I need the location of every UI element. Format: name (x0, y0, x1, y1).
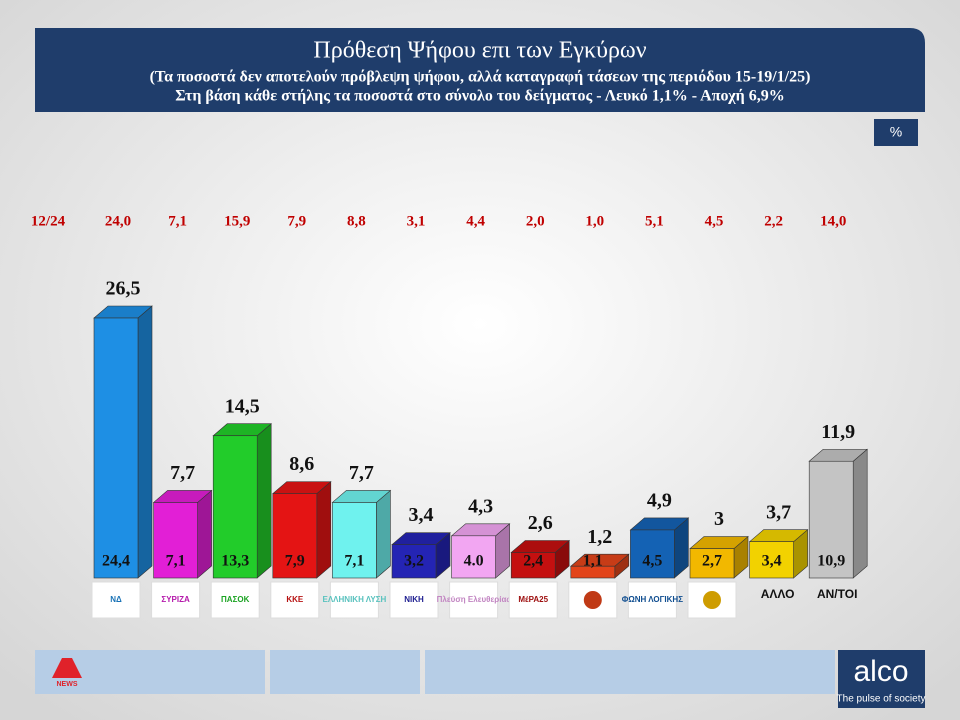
party-logo-mark (703, 591, 721, 609)
brand-box (838, 650, 925, 708)
party-logo (91, 581, 141, 619)
subtitle: (Τα ποσοστά δεν αποτελούν πρόβλεψη ψήφου… (150, 69, 811, 86)
inner-value-label: 2,7 (702, 553, 722, 570)
value-label: 11,9 (821, 421, 855, 443)
inner-value-label: 1,1 (583, 553, 603, 570)
channel-logo (52, 658, 82, 678)
bar (749, 541, 794, 579)
previous-value: 4,4 (466, 213, 485, 229)
bar-side (256, 423, 272, 579)
title: Πρόθεση Ψήφου επι των Εγκύρων (313, 38, 646, 64)
inner-value-label: 2,4 (523, 553, 543, 570)
value-label: 2,6 (528, 512, 553, 534)
previous-value: 2,0 (526, 213, 545, 229)
category-label: ΑΝ/ΤΟΙ (817, 587, 857, 601)
inner-value-label: 3,4 (762, 553, 782, 570)
party-logo (389, 581, 439, 619)
bar (332, 502, 377, 579)
value-label: 8,6 (289, 453, 314, 475)
category-label: ΦΩΝΗ ΛΟΓΙΚΗΣ (622, 595, 683, 604)
previous-value: 7,1 (168, 213, 187, 229)
category-label: ΕΛΛΗΝΙΚΗ ΛΥΣΗ (323, 595, 387, 604)
previous-value: 3,1 (407, 213, 426, 229)
bar (570, 565, 616, 579)
previous-value: 24,0 (105, 213, 131, 229)
footer-panel (425, 650, 835, 694)
value-label: 1,2 (587, 526, 612, 548)
unit-badge-text: % (890, 124, 902, 140)
value-label: 3,4 (409, 504, 434, 526)
party-logo (329, 581, 379, 619)
bar-side (852, 448, 868, 579)
tagline: The pulse of society (837, 694, 926, 705)
category-label: ΠΑΣΟΚ (221, 595, 250, 604)
bar (212, 435, 258, 579)
bar-side (197, 489, 212, 579)
party-logo (449, 581, 499, 619)
bar (451, 535, 496, 579)
subtitle: Στη βάση κάθε στήλης τα ποσοστά στο σύνο… (175, 88, 785, 105)
value-label: 7,7 (349, 462, 374, 484)
inner-value-label: 4.0 (464, 553, 484, 570)
party-logo-mark (583, 591, 602, 609)
inner-value-label: 13,3 (221, 553, 249, 570)
previous-value: 7,9 (287, 213, 306, 229)
inner-value-label: 10,9 (817, 553, 845, 570)
inner-value-label: 3,2 (404, 553, 424, 570)
header-bar (35, 28, 925, 112)
bar-side (137, 305, 153, 579)
bar (689, 548, 735, 579)
bar (272, 493, 318, 579)
inner-value-label: 24,4 (102, 553, 130, 570)
inner-value-label: 7,1 (166, 553, 186, 570)
category-label: ΚΚΕ (286, 595, 304, 604)
bar (808, 460, 854, 579)
party-logo (508, 581, 558, 619)
value-label: 3,7 (766, 501, 791, 523)
bar (391, 544, 437, 579)
value-label: 26,5 (106, 278, 141, 300)
previous-value: 14,0 (820, 213, 846, 229)
value-label: 4,9 (647, 490, 672, 512)
bar (93, 317, 139, 579)
bar (630, 529, 675, 579)
party-logo (210, 581, 260, 619)
bar (153, 502, 198, 579)
footer-panel (270, 650, 420, 694)
category-label: ΜέΡΑ25 (518, 595, 548, 604)
category-label: Πλεύση Ελευθερίας (437, 595, 511, 604)
previous-label: 12/24 (31, 213, 66, 229)
inner-value-label: 7,9 (285, 553, 305, 570)
value-label: 3 (714, 508, 724, 530)
previous-value: 8,8 (347, 213, 366, 229)
channel-name: NEWS (57, 681, 78, 688)
value-label: 7,7 (170, 462, 195, 484)
previous-value: 2,2 (764, 213, 783, 229)
value-label: 14,5 (225, 395, 260, 417)
inner-value-label: 4,5 (642, 553, 662, 570)
category-label: ΣΥΡΙΖΑ (161, 595, 190, 604)
unit-badge (874, 119, 918, 146)
category-label: ΝΙΚΗ (404, 595, 424, 604)
category-label: ΝΔ (110, 595, 122, 604)
previous-value: 4,5 (705, 213, 724, 229)
party-logo (270, 581, 320, 619)
party-logo (627, 581, 677, 619)
brand: alco (853, 655, 908, 688)
previous-value: 5,1 (645, 213, 664, 229)
bar (510, 552, 556, 579)
category-label: ΑΛΛΟ (761, 587, 795, 601)
bar-side (376, 489, 391, 579)
inner-value-label: 7,1 (344, 553, 364, 570)
value-label: 4,3 (468, 495, 493, 517)
previous-value: 15,9 (224, 213, 250, 229)
party-logo (687, 581, 737, 619)
bar-side (316, 480, 332, 579)
previous-value: 1,0 (585, 213, 604, 229)
party-logo (151, 581, 201, 619)
